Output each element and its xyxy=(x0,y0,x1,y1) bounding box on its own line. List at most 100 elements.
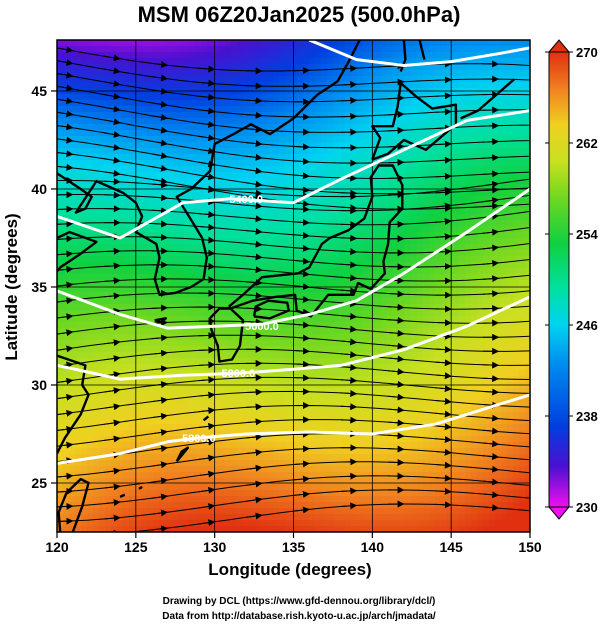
field-cell xyxy=(429,298,436,305)
field-cell xyxy=(183,376,190,383)
field-cell xyxy=(237,310,244,317)
field-cell xyxy=(393,376,400,383)
field-cell xyxy=(147,214,154,221)
field-cell xyxy=(501,388,508,395)
field-cell xyxy=(87,124,94,131)
field-cell xyxy=(189,274,196,281)
field-cell xyxy=(351,244,358,251)
field-cell xyxy=(111,298,118,305)
field-cell xyxy=(291,160,298,167)
field-cell xyxy=(309,154,316,161)
field-cell xyxy=(423,340,430,347)
field-cell xyxy=(417,178,424,185)
field-cell xyxy=(165,274,172,281)
field-cell xyxy=(213,262,220,269)
field-cell xyxy=(219,124,226,131)
field-cell xyxy=(525,250,530,257)
field-cell xyxy=(477,94,484,101)
field-cell xyxy=(285,232,292,239)
field-cell xyxy=(393,340,400,347)
field-cell xyxy=(57,238,64,245)
field-cell xyxy=(183,196,190,203)
field-cell xyxy=(75,274,82,281)
field-cell xyxy=(93,172,100,179)
field-cell xyxy=(363,394,370,401)
field-cell xyxy=(225,232,232,239)
field-cell xyxy=(297,136,304,143)
field-cell xyxy=(291,256,298,263)
field-cell xyxy=(231,280,238,287)
field-cell xyxy=(471,406,478,413)
field-cell xyxy=(69,154,76,161)
field-cell xyxy=(429,220,436,227)
field-cell xyxy=(399,400,406,407)
field-cell xyxy=(285,82,292,89)
field-cell xyxy=(153,232,160,239)
field-cell xyxy=(99,376,106,383)
field-cell xyxy=(321,388,328,395)
field-cell xyxy=(75,40,82,47)
field-cell xyxy=(225,274,232,281)
field-cell xyxy=(291,196,298,203)
field-cell xyxy=(303,406,310,413)
field-cell xyxy=(411,58,418,65)
field-cell xyxy=(147,190,154,197)
field-cell xyxy=(177,154,184,161)
field-cell xyxy=(297,400,304,407)
field-cell xyxy=(93,148,100,155)
field-cell xyxy=(321,262,328,269)
field-cell xyxy=(249,94,256,101)
field-cell xyxy=(507,226,514,233)
field-cell xyxy=(411,232,418,239)
field-cell xyxy=(189,94,196,101)
field-cell xyxy=(351,304,358,311)
field-cell xyxy=(177,370,184,377)
field-cell xyxy=(159,214,166,221)
field-cell xyxy=(321,172,328,179)
field-cell xyxy=(279,106,286,113)
field-cell xyxy=(261,310,268,317)
field-cell xyxy=(525,322,530,329)
field-cell xyxy=(351,238,358,245)
field-cell xyxy=(465,298,472,305)
field-cell xyxy=(453,40,460,47)
field-cell xyxy=(315,280,322,287)
field-cell xyxy=(207,130,214,137)
field-cell xyxy=(255,64,262,71)
field-cell xyxy=(267,328,274,335)
field-cell xyxy=(255,130,262,137)
field-cell xyxy=(351,310,358,317)
field-cell xyxy=(279,322,286,329)
field-cell xyxy=(105,172,112,179)
field-cell xyxy=(159,388,166,395)
field-cell xyxy=(159,82,166,89)
field-cell xyxy=(465,280,472,287)
field-cell xyxy=(477,310,484,317)
field-cell xyxy=(441,178,448,185)
field-cell xyxy=(525,286,530,293)
field-cell xyxy=(123,100,130,107)
field-cell xyxy=(381,64,388,71)
field-cell xyxy=(363,130,370,137)
field-cell xyxy=(381,178,388,185)
field-cell xyxy=(363,346,370,353)
field-cell xyxy=(249,376,256,383)
field-cell xyxy=(231,154,238,161)
field-cell xyxy=(393,136,400,143)
field-cell xyxy=(165,220,172,227)
field-cell xyxy=(201,214,208,221)
field-cell xyxy=(429,118,436,125)
field-cell xyxy=(429,256,436,263)
field-cell xyxy=(171,274,178,281)
field-cell xyxy=(321,412,328,419)
field-cell xyxy=(129,394,136,401)
field-cell xyxy=(345,202,352,209)
field-cell xyxy=(207,412,214,419)
field-cell xyxy=(219,202,226,209)
field-cell xyxy=(423,148,430,155)
field-cell xyxy=(261,58,268,65)
field-cell xyxy=(477,46,484,53)
field-cell xyxy=(285,58,292,65)
field-cell xyxy=(231,112,238,119)
field-cell xyxy=(165,190,172,197)
